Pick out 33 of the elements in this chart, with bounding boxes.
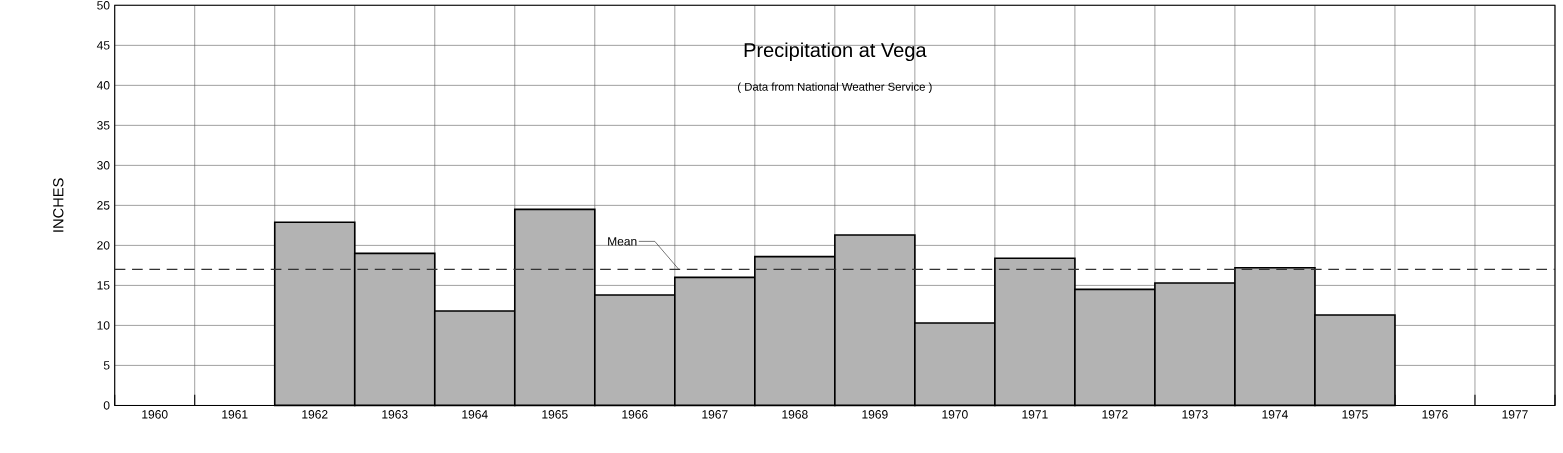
x-tick-label: 1976 bbox=[1422, 409, 1448, 419]
x-tick-label: 1965 bbox=[542, 409, 568, 419]
x-tick-label: 1967 bbox=[702, 409, 728, 419]
y-tick-label: 20 bbox=[97, 240, 110, 250]
x-tick-label: 1964 bbox=[462, 409, 488, 419]
x-tick-label: 1975 bbox=[1342, 409, 1368, 419]
y-tick-label: 45 bbox=[96, 40, 110, 50]
x-tick-label: 1977 bbox=[1502, 409, 1528, 419]
x-tick-label: 1972 bbox=[1102, 409, 1128, 419]
x-tick-label: 1971 bbox=[1022, 409, 1048, 419]
y-tick-label: 35 bbox=[97, 120, 110, 130]
text: ( Data from National Weather Service ) bbox=[738, 82, 932, 93]
y-tick-label: 0 bbox=[103, 400, 110, 410]
y-tick-label: 25 bbox=[97, 200, 110, 210]
y-tick-label: 15 bbox=[97, 281, 110, 290]
y-tick-label: 10 bbox=[97, 320, 110, 330]
x-tick-label: 1960 bbox=[142, 409, 168, 419]
y-tick-label: 40 bbox=[96, 80, 110, 90]
x-tick-label: 1963 bbox=[382, 409, 408, 419]
x-tick-label: 1973 bbox=[1182, 409, 1208, 419]
y-tick-label: 5 bbox=[103, 361, 110, 370]
x-tick-label: 1966 bbox=[622, 409, 648, 419]
y-tick-label: 30 bbox=[97, 160, 110, 170]
y-tick-label: 50 bbox=[97, 0, 110, 10]
x-tick-label: 1970 bbox=[942, 409, 968, 419]
x-tick-label: 1961 bbox=[222, 409, 248, 419]
ref-line-label: Mean bbox=[608, 236, 637, 246]
x-tick-label: 1968 bbox=[782, 409, 808, 419]
x-tick-label: 1974 bbox=[1262, 409, 1288, 419]
x-tick-label: 1962 bbox=[302, 409, 328, 419]
x-tick-label: 1969 bbox=[862, 409, 888, 419]
y-axis-title: INCHES bbox=[53, 178, 64, 232]
text: Precipitation at Vega bbox=[744, 42, 927, 61]
